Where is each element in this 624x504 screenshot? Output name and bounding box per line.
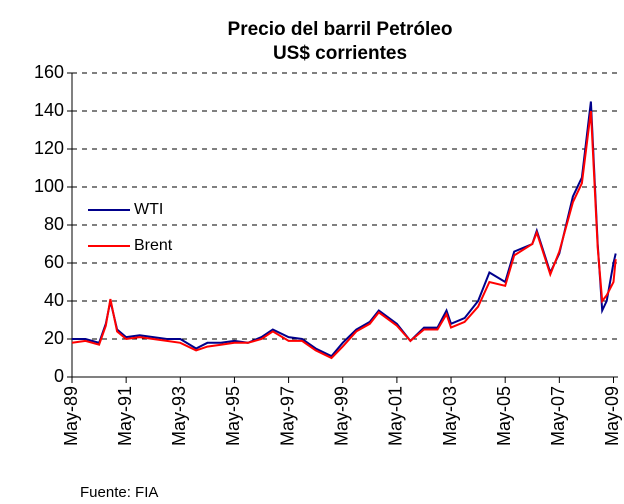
y-tick-label: 0 <box>54 366 64 386</box>
x-tick-label: May-97 <box>277 386 297 446</box>
y-tick-label: 80 <box>44 214 64 234</box>
x-tick-label: May-01 <box>386 386 406 446</box>
line-series <box>72 101 617 358</box>
y-tick-label: 120 <box>34 138 64 158</box>
legend-label: WTI <box>134 201 163 218</box>
y-tick-label: 140 <box>34 100 64 120</box>
chart-subtitle: US$ corrientes <box>273 43 407 64</box>
y-tick-label: 60 <box>44 252 64 272</box>
line-series <box>71 110 617 360</box>
x-tick-label: May-91 <box>115 386 135 446</box>
y-tick-label: 100 <box>34 176 64 196</box>
x-tick-label: May-89 <box>61 386 81 446</box>
x-tick-label: May-93 <box>169 386 189 446</box>
x-tick-label: May-07 <box>548 386 568 446</box>
y-tick-label: 160 <box>34 62 64 82</box>
y-tick-label: 40 <box>44 290 64 310</box>
legend-label: Brent <box>134 237 173 254</box>
x-tick-label: May-05 <box>494 386 514 446</box>
x-tick-label: May-95 <box>223 386 243 446</box>
x-tick-label: May-09 <box>602 386 622 446</box>
x-tick-label: May-99 <box>331 386 351 446</box>
y-tick-label: 20 <box>44 328 64 348</box>
x-tick-label: May-03 <box>440 386 460 446</box>
chart-title: Precio del barril Petróleo <box>228 19 453 40</box>
source-note: Fuente: FIA <box>80 484 158 501</box>
